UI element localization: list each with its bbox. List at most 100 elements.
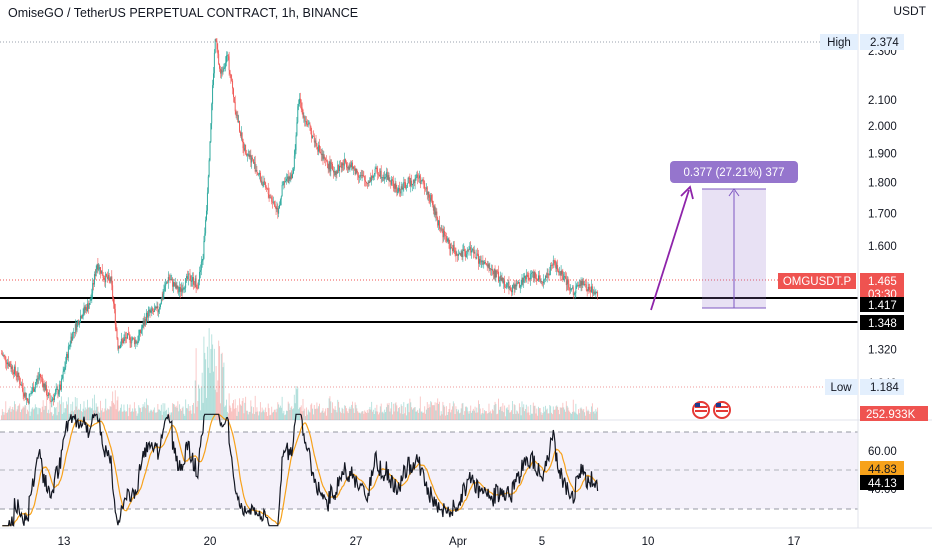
candle-body	[189, 273, 191, 281]
candle-body	[205, 219, 207, 234]
candle-body	[70, 336, 72, 344]
candle-body	[77, 320, 79, 323]
candle-body	[511, 290, 513, 293]
volume-bar	[313, 404, 315, 420]
candle-body	[195, 278, 197, 288]
candle-body	[329, 161, 331, 172]
candle-body	[60, 384, 61, 390]
volume-bar	[596, 411, 598, 420]
candle-body	[406, 183, 408, 188]
volume-bar	[271, 406, 273, 420]
candle-body	[590, 290, 592, 292]
volume-bar	[265, 407, 267, 420]
volume-bar	[465, 406, 466, 420]
volume-bar	[346, 411, 348, 420]
candle-body	[174, 283, 176, 287]
volume-bar	[447, 412, 449, 420]
volume-bar	[332, 402, 333, 420]
volume-bar	[378, 414, 380, 420]
volume-bar	[118, 411, 120, 420]
volume-bar	[106, 410, 108, 420]
volume-bar	[587, 409, 589, 420]
volume-bar	[452, 401, 454, 420]
volume-bar	[517, 411, 519, 420]
volume-bar	[364, 410, 366, 420]
volume-bar	[228, 393, 230, 420]
projection-arrow[interactable]	[650, 189, 690, 311]
volume-bar	[9, 406, 11, 420]
candle-body	[576, 285, 578, 286]
volume-bar	[568, 410, 570, 420]
us-flag-icon[interactable]	[692, 401, 710, 419]
candle-body	[268, 194, 270, 198]
candle-body	[516, 282, 518, 287]
candle-body	[452, 248, 453, 252]
volume-bar	[302, 398, 304, 420]
volume-bar	[276, 408, 278, 420]
candle-body	[360, 175, 362, 176]
candle-body	[246, 154, 248, 156]
candle-body	[465, 254, 467, 258]
volume-bar	[441, 414, 443, 420]
candle-body	[52, 398, 54, 400]
candle-body	[589, 289, 591, 291]
volume-bar	[156, 412, 158, 420]
volume-bar	[16, 409, 18, 420]
candle-body	[51, 399, 53, 402]
volume-bar	[592, 411, 594, 420]
volume-bar	[572, 399, 574, 420]
volume-bar	[358, 412, 360, 420]
volume-bar	[103, 411, 105, 420]
candle-body	[572, 287, 574, 295]
candle-body	[180, 287, 181, 292]
candle-body	[399, 191, 401, 194]
volume-bar	[60, 396, 62, 420]
candle-body	[385, 177, 386, 178]
candle-body	[63, 369, 65, 372]
volume-bar	[174, 407, 176, 420]
volume-bar	[27, 409, 28, 420]
volume-bar	[474, 406, 476, 420]
volume-bar	[67, 397, 69, 420]
high-label-box	[820, 34, 858, 50]
candle-body	[306, 124, 308, 126]
candle-body	[180, 288, 182, 292]
candle-body	[354, 168, 356, 175]
candle-body	[308, 123, 310, 125]
volume-bar	[322, 408, 324, 420]
volume-bar	[89, 406, 91, 420]
volume-bar	[294, 403, 296, 420]
candle-body	[546, 273, 548, 278]
candle-body	[511, 285, 513, 293]
volume-bar	[158, 409, 160, 420]
candle-body	[504, 280, 506, 288]
volume-bar	[117, 396, 119, 420]
volume-bar	[268, 408, 270, 420]
candle-body	[558, 270, 559, 273]
candle-body	[212, 85, 214, 104]
us-flag-icon[interactable]	[713, 401, 731, 419]
candle-body	[104, 279, 106, 283]
candle-body	[331, 162, 333, 164]
candle-body	[438, 220, 440, 226]
candle-body	[423, 180, 425, 183]
candle-body	[499, 275, 501, 281]
volume-bar	[237, 405, 239, 420]
volume-bar	[56, 415, 58, 420]
volume-bar	[270, 414, 272, 420]
candle-body	[170, 279, 172, 280]
volume-bar	[132, 408, 134, 420]
candle-body	[401, 186, 403, 190]
volume-bar	[54, 408, 56, 420]
volume-bar	[535, 413, 537, 420]
candle-body	[578, 285, 579, 287]
volume-bar	[458, 409, 459, 420]
candle-body	[332, 170, 334, 173]
candle-body	[524, 275, 526, 278]
candle-body	[402, 187, 404, 190]
candle-body	[340, 166, 342, 168]
volume-bar	[317, 408, 319, 420]
price-scale-currency[interactable]: USDT	[893, 4, 926, 18]
volume-bar	[407, 403, 409, 420]
